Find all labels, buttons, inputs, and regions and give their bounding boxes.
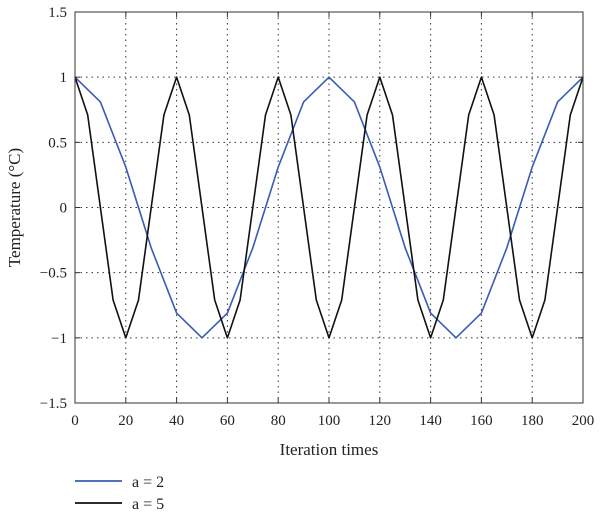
x-tick-label: 180 xyxy=(521,413,544,429)
y-tick-label: 0 xyxy=(60,201,68,217)
y-tick-label: 1.5 xyxy=(48,5,67,21)
y-tick-label: −1.5 xyxy=(40,396,67,412)
y-tick-label: 0.5 xyxy=(48,135,67,151)
x-tick-label: 40 xyxy=(169,413,184,429)
x-tick-label: 160 xyxy=(470,413,493,429)
x-tick-label: 200 xyxy=(572,413,595,429)
legend-label: a = 2 xyxy=(132,474,164,491)
legend: a = 2 a = 5 xyxy=(75,474,164,513)
y-tick-label: −1 xyxy=(51,331,67,347)
y-tick-label: 1 xyxy=(60,70,68,86)
x-tick-label: 80 xyxy=(271,413,286,429)
y-axis-label: Temperature (°C) xyxy=(5,148,24,267)
series-line-1 xyxy=(74,76,584,339)
series-lines xyxy=(74,76,584,339)
x-tick-label: 0 xyxy=(71,413,79,429)
x-tick-label: 100 xyxy=(318,413,341,429)
x-axis-ticks: 0 20 40 60 80 100 120 140 160 180 200 xyxy=(71,12,594,429)
x-tick-label: 60 xyxy=(220,413,235,429)
x-tick-label: 20 xyxy=(118,413,133,429)
series-line-2 xyxy=(74,76,584,339)
x-axis-label: Iteration times xyxy=(280,440,379,459)
y-axis-ticks: 1.5 1 0.5 0 −0.5 −1 −1.5 xyxy=(40,5,583,412)
legend-label: a = 5 xyxy=(132,496,164,513)
y-tick-label: −0.5 xyxy=(40,266,67,282)
x-tick-label: 120 xyxy=(369,413,392,429)
x-tick-label: 140 xyxy=(419,413,442,429)
